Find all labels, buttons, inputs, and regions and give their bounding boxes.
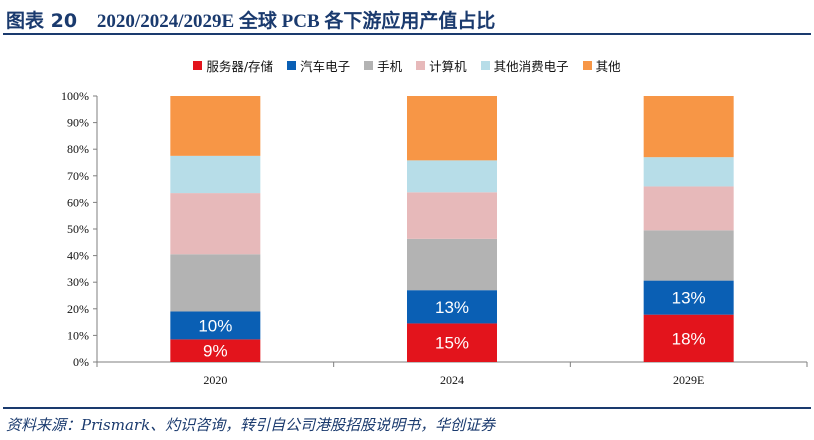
bar-segment <box>643 96 734 158</box>
bar-segment <box>170 155 261 194</box>
y-tick-label: 20% <box>67 302 89 316</box>
x-tick-label: 2024 <box>440 373 464 387</box>
bar-segment <box>407 192 497 239</box>
source-note: 资料来源：Prismark、灼识咨询，转引自公司港股招股说明书，华创证券 <box>6 416 496 434</box>
legend-label: 其他消费电子 <box>493 59 569 74</box>
y-tick-label: 50% <box>67 222 89 236</box>
legend-item-0: 服务器/存储 <box>193 56 273 75</box>
y-tick-label: 70% <box>67 169 89 183</box>
bar-segment <box>643 157 734 187</box>
legend-item-2: 手机 <box>364 56 402 75</box>
y-tick-label: 100% <box>61 89 89 103</box>
legend-item-4: 其他消费电子 <box>480 56 569 75</box>
bar-segment <box>643 186 734 231</box>
bar-segment <box>170 96 261 156</box>
bar-segment <box>407 238 497 291</box>
legend-item-3: 计算机 <box>416 56 467 75</box>
y-tick-label: 30% <box>67 275 89 289</box>
figure-title: 图表 20 2020/2024/2029E 全球 PCB 各下游应用产值占比 <box>6 6 495 33</box>
footer-rule <box>3 407 811 409</box>
legend-label: 汽车电子 <box>300 59 351 74</box>
y-tick-label: 0% <box>73 355 89 369</box>
bar-segment <box>643 314 734 362</box>
figure-label: 图表 20 <box>6 10 78 32</box>
bar-segment <box>407 160 497 193</box>
data-label: 13% <box>672 289 706 308</box>
x-tick-label: 2029E <box>673 373 704 387</box>
data-label: 10% <box>198 316 232 335</box>
legend-label: 手机 <box>377 59 403 74</box>
chart-legend: 服务器/存储 汽车电子 手机 计算机 其他消费电子 其他 <box>0 56 814 75</box>
bar-segment <box>170 254 261 312</box>
bar-segment <box>170 193 261 255</box>
y-tick-label: 40% <box>67 249 89 263</box>
bar-segment <box>407 290 497 324</box>
legend-swatch <box>364 61 374 70</box>
data-label: 13% <box>435 298 469 317</box>
data-label: 15% <box>435 334 469 353</box>
figure-title-text: 2020/2024/2029E 全球 PCB 各下游应用产值占比 <box>96 11 496 32</box>
y-tick-label: 60% <box>67 195 89 209</box>
legend-swatch <box>480 61 490 70</box>
y-tick-label: 10% <box>67 328 89 342</box>
figure-header: 图表 20 2020/2024/2029E 全球 PCB 各下游应用产值占比 <box>0 0 814 40</box>
legend-item-5: 其他 <box>582 56 621 75</box>
bar-segment <box>170 311 261 340</box>
legend-label: 计算机 <box>429 59 467 74</box>
legend-swatch <box>193 61 203 70</box>
header-rule <box>3 33 811 35</box>
x-tick-label: 2020 <box>203 373 227 387</box>
bar-segment <box>643 230 734 281</box>
legend-swatch <box>287 61 297 70</box>
bar-segment <box>170 339 261 362</box>
y-tick-label: 90% <box>67 116 89 130</box>
legend-swatch <box>416 61 426 70</box>
legend-swatch <box>582 61 592 70</box>
legend-item-1: 汽车电子 <box>287 56 350 75</box>
y-tick-label: 80% <box>67 142 89 156</box>
data-label: 18% <box>672 329 706 348</box>
bar-segment <box>407 323 497 362</box>
legend-label: 服务器/存储 <box>206 59 274 74</box>
legend-label: 其他 <box>595 59 621 74</box>
bar-segment <box>407 96 497 161</box>
data-label: 9% <box>203 342 228 361</box>
bar-segment <box>643 280 734 315</box>
